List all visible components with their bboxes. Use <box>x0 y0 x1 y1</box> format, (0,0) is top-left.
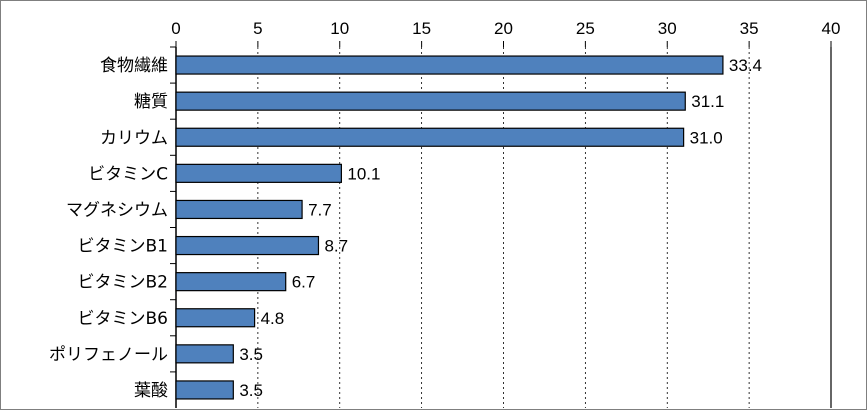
x-tick-label: 25 <box>576 19 595 38</box>
data-label: 4.8 <box>261 309 285 328</box>
bar <box>175 55 724 75</box>
data-label: 6.7 <box>292 273 316 292</box>
data-label: 3.5 <box>239 381 263 400</box>
data-label: 31.1 <box>691 92 724 111</box>
bar <box>175 272 287 292</box>
category-label: ビタミンB6 <box>78 309 168 329</box>
category-label: 糖質 <box>134 92 168 112</box>
data-label: 33.4 <box>729 56 762 75</box>
x-tick-label: 0 <box>171 19 180 38</box>
category-label: マグネシウム <box>66 200 168 220</box>
bar <box>175 127 685 147</box>
category-label: 葉酸 <box>134 381 168 401</box>
bar <box>175 235 320 256</box>
category-label: カリウム <box>100 128 168 148</box>
bar <box>175 380 234 400</box>
bar <box>175 344 234 364</box>
x-tick-label: 30 <box>658 19 677 38</box>
x-tick-label: 35 <box>740 19 759 38</box>
x-tick-label: 15 <box>412 19 431 38</box>
category-label: ビタミンB1 <box>78 237 168 257</box>
bar <box>175 91 686 111</box>
data-label: 31.0 <box>690 128 723 147</box>
data-label: 3.5 <box>239 345 263 364</box>
bar <box>175 308 256 328</box>
data-label: 10.1 <box>347 164 380 183</box>
x-tick-label: 5 <box>253 19 262 38</box>
x-tick-label: 10 <box>330 19 349 38</box>
data-label: 7.7 <box>308 200 332 219</box>
category-label: ポリフェノール <box>49 345 168 365</box>
category-label: ビタミンB2 <box>78 273 168 293</box>
bar <box>175 199 303 220</box>
category-label: 食物繊維 <box>100 56 168 76</box>
bar <box>175 163 342 183</box>
x-tick-label: 20 <box>494 19 513 38</box>
x-tick-label: 40 <box>822 19 841 38</box>
category-label: ビタミンC <box>88 164 168 184</box>
data-label: 8.7 <box>324 237 348 256</box>
